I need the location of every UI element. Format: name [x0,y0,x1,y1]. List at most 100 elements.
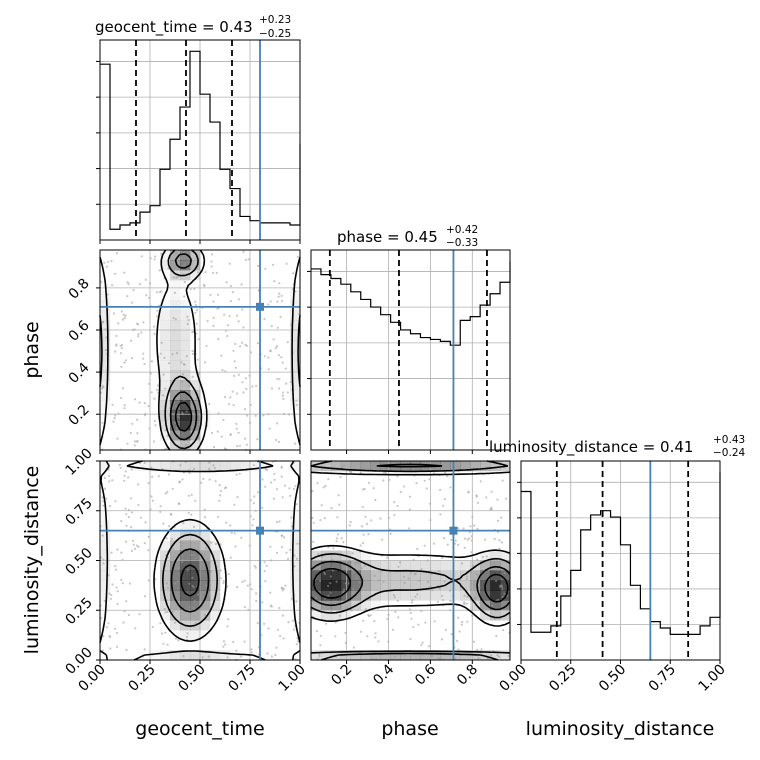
density-cell [160,260,171,271]
sample-point [496,654,499,657]
sample-point [233,532,236,535]
density-cell [410,590,421,601]
sample-point [256,264,260,267]
sample-point [114,564,117,568]
sample-point [283,484,287,487]
sample-point [237,298,240,301]
sample-point [243,579,246,582]
sample-point [182,542,185,545]
truth-marker [256,526,264,535]
sample-point [265,468,269,471]
sample-point [227,403,231,406]
density-cell [190,270,201,281]
density-cell [390,570,401,581]
sample-point [449,599,452,603]
sample-point [186,322,189,326]
density-cell [360,461,371,472]
sample-point [216,430,219,433]
sample-point [330,507,333,510]
density-cell [180,461,191,472]
sample-point [219,569,222,572]
density-cell [311,580,322,591]
sample-point [102,562,105,565]
sample-point [284,584,287,587]
sample-point [287,621,290,624]
sample-point [222,640,226,643]
sample-point [468,537,471,540]
sample-point [238,444,241,447]
sample-point [446,475,449,478]
sample-point [173,621,176,624]
sample-point [150,466,153,469]
sample-point [203,284,206,288]
sample-point [357,598,360,601]
sample-point [127,613,130,617]
density-cell [320,610,332,621]
density-cell [170,550,181,561]
sample-point [366,635,369,638]
sample-point [220,354,223,357]
sample-point [360,525,364,528]
title-luminosity-distance-plus: +0.43 [713,434,745,446]
density-cell [190,390,201,401]
density-cell [480,570,491,581]
sample-point [113,417,116,420]
sample-point [167,473,171,476]
density-cell [500,570,511,581]
sample-point [498,547,501,550]
sample-point [336,537,339,540]
sample-point [244,258,247,261]
sample-point [499,584,502,587]
y-tick-label: 1.00 [62,445,95,478]
sample-point [295,557,299,560]
sample-point [110,259,113,263]
sample-point [150,495,153,498]
density-cell [450,570,461,581]
sample-point [458,630,461,633]
density-cell [100,350,111,361]
sample-point [327,584,330,588]
sample-point [399,490,402,493]
sample-point [212,271,215,275]
truth-marker [449,526,458,535]
sample-point [362,619,365,622]
sample-point [137,335,140,338]
sample-point [163,356,166,359]
density-cell [190,520,201,531]
density-cell [230,461,241,472]
x-tick-label: 0.00 [496,662,529,695]
density-cell [490,580,501,591]
sample-point [365,522,369,526]
y-tick-label: 0.6 [66,318,93,345]
sample-point [194,622,197,625]
sample-point [498,539,501,542]
sample-point [322,571,326,574]
sample-point [275,488,279,491]
sample-point [194,499,197,502]
sample-point [210,541,213,544]
sample-point [441,556,444,560]
density-cell [290,570,301,581]
sample-point [197,436,200,439]
density-cell [480,550,491,561]
density-cell [220,650,231,661]
sample-point [420,568,423,571]
sample-point [329,591,332,594]
density-cell [430,570,441,581]
density-cell [210,461,221,472]
sample-point [385,556,389,559]
sample-point [210,431,214,434]
sample-point [137,503,140,507]
density-cell [480,461,491,472]
sample-point [410,601,413,604]
sample-point [123,474,126,477]
sample-point [197,372,200,375]
sample-point [296,640,299,643]
density-cell [200,650,211,661]
sample-point [317,552,320,556]
density-cell [160,340,171,351]
sample-point [245,344,248,347]
sample-point [323,597,327,600]
sample-point [231,390,234,393]
sample-point [218,484,221,487]
